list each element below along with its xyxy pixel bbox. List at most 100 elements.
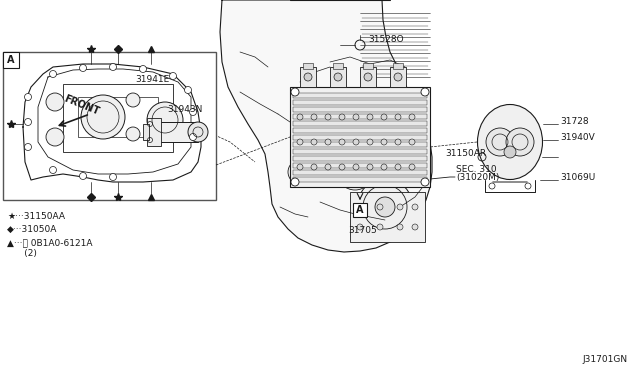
Text: A: A xyxy=(7,55,15,65)
Bar xyxy=(143,124,149,140)
Bar xyxy=(293,128,427,133)
Circle shape xyxy=(109,173,116,180)
Circle shape xyxy=(291,178,299,186)
Bar xyxy=(293,149,427,154)
Text: 31528O: 31528O xyxy=(368,35,404,45)
Circle shape xyxy=(381,114,387,120)
Circle shape xyxy=(297,114,303,120)
Circle shape xyxy=(486,128,514,156)
Bar xyxy=(290,87,430,187)
Circle shape xyxy=(367,114,373,120)
Text: SEC. 310: SEC. 310 xyxy=(456,165,497,174)
Circle shape xyxy=(49,167,56,173)
Circle shape xyxy=(339,139,345,145)
Circle shape xyxy=(339,164,345,170)
Circle shape xyxy=(49,71,56,77)
Circle shape xyxy=(147,102,183,138)
Circle shape xyxy=(421,88,429,96)
Circle shape xyxy=(109,64,116,71)
Bar xyxy=(293,93,427,98)
Bar xyxy=(350,192,425,242)
Circle shape xyxy=(367,164,373,170)
Circle shape xyxy=(126,93,140,107)
Circle shape xyxy=(353,114,359,120)
Circle shape xyxy=(46,93,64,111)
Circle shape xyxy=(504,146,516,158)
Circle shape xyxy=(357,204,363,210)
Bar xyxy=(293,100,427,105)
Bar xyxy=(390,67,406,87)
Circle shape xyxy=(337,154,373,190)
Circle shape xyxy=(79,64,86,71)
Circle shape xyxy=(189,134,196,141)
Circle shape xyxy=(297,164,303,170)
Text: 31069U: 31069U xyxy=(560,173,595,182)
Circle shape xyxy=(325,114,331,120)
Circle shape xyxy=(377,224,383,230)
Text: 31705: 31705 xyxy=(348,226,377,235)
Circle shape xyxy=(311,164,317,170)
Text: (31020M): (31020M) xyxy=(456,173,499,182)
Circle shape xyxy=(397,204,403,210)
Circle shape xyxy=(377,204,383,210)
Circle shape xyxy=(184,87,191,93)
Circle shape xyxy=(24,93,31,100)
Text: ◆···31050A: ◆···31050A xyxy=(7,225,58,234)
Circle shape xyxy=(24,144,31,151)
Bar xyxy=(293,135,427,140)
Circle shape xyxy=(357,224,363,230)
Bar xyxy=(293,163,427,168)
Bar xyxy=(330,67,346,87)
Bar xyxy=(3,52,19,68)
Bar xyxy=(293,156,427,161)
Bar xyxy=(293,142,427,147)
Circle shape xyxy=(140,65,147,73)
Circle shape xyxy=(334,73,342,81)
Bar xyxy=(147,118,161,146)
Text: 31940V: 31940V xyxy=(560,132,595,141)
Circle shape xyxy=(311,114,317,120)
Bar xyxy=(63,84,173,152)
Polygon shape xyxy=(220,0,432,252)
Text: 31150AR: 31150AR xyxy=(445,150,486,158)
Bar xyxy=(300,67,316,87)
Circle shape xyxy=(395,164,401,170)
Circle shape xyxy=(304,73,312,81)
Bar xyxy=(363,63,373,69)
Circle shape xyxy=(397,224,403,230)
Circle shape xyxy=(381,164,387,170)
Circle shape xyxy=(421,178,429,186)
Text: FRONT: FRONT xyxy=(62,94,100,117)
Circle shape xyxy=(395,139,401,145)
Circle shape xyxy=(375,197,395,217)
Circle shape xyxy=(380,92,400,112)
Circle shape xyxy=(306,108,334,136)
Bar xyxy=(293,107,427,112)
Text: 31943N: 31943N xyxy=(167,105,202,114)
Circle shape xyxy=(170,73,177,80)
Bar xyxy=(3,52,216,200)
Circle shape xyxy=(350,167,360,177)
Circle shape xyxy=(189,109,196,115)
Bar xyxy=(293,170,427,175)
Bar xyxy=(353,203,367,217)
Circle shape xyxy=(325,139,331,145)
Bar xyxy=(160,122,198,142)
Circle shape xyxy=(291,88,299,96)
Bar xyxy=(333,63,343,69)
Circle shape xyxy=(339,114,345,120)
Circle shape xyxy=(297,139,303,145)
Circle shape xyxy=(24,119,31,125)
Circle shape xyxy=(126,127,140,141)
Circle shape xyxy=(325,164,331,170)
Circle shape xyxy=(409,139,415,145)
Text: A: A xyxy=(356,205,364,215)
Circle shape xyxy=(395,147,425,177)
Bar xyxy=(393,63,403,69)
Circle shape xyxy=(367,139,373,145)
Circle shape xyxy=(79,173,86,180)
Circle shape xyxy=(357,179,413,235)
Circle shape xyxy=(409,164,415,170)
Text: (2): (2) xyxy=(7,249,37,258)
Bar xyxy=(78,97,158,137)
